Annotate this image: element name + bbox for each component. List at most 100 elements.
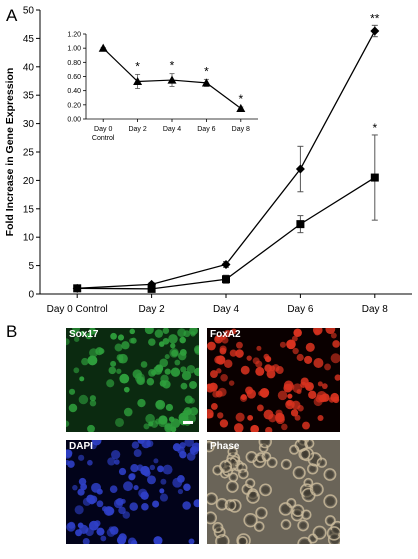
y-tick-label: 35 [23,91,35,102]
cell [266,457,278,468]
cell [207,511,218,525]
nucleus [279,341,286,348]
foxa2-label: FoxA2 [210,329,241,340]
cell [258,440,272,449]
cell-nucleus [229,483,236,491]
nucleus [186,413,197,424]
nucleus [265,426,273,432]
nucleus [304,381,314,391]
nucleus [189,397,195,404]
nucleus [144,328,154,335]
y-tick-label: 0 [28,290,34,301]
nucleus [235,412,245,422]
dapi-micrograph: DAPI [66,440,199,544]
cell-nucleus [327,517,334,524]
x-tick-label: Day 4 [213,304,240,315]
nucleus [108,366,117,375]
nucleus [88,328,97,335]
data-point-square [147,284,156,293]
cell [212,522,224,534]
cell-nucleus [261,486,270,494]
nucleus [183,483,191,491]
nucleus [159,358,169,368]
nucleus [120,498,126,504]
nucleus [89,495,98,504]
cell [323,494,338,509]
nucleus [223,329,232,338]
x-tick-label: Day 2 [139,304,166,315]
nucleus [66,420,70,427]
nucleus [170,343,176,349]
nucleus [330,353,340,364]
nucleus [157,465,164,473]
nucleus [294,414,301,421]
nucleus [162,328,170,334]
nucleus [321,393,330,402]
nucleus [219,347,227,355]
significance-marker: * [372,121,377,135]
nucleus [207,383,212,389]
y-tick-label: 40 [23,62,35,73]
cell [259,483,272,497]
inset-x-tick-label: Day 6 [197,126,215,133]
cell [289,444,300,455]
panel-b-letter: B [6,322,18,341]
cell-nucleus [312,485,321,494]
nucleus [292,347,299,355]
nucleus [332,340,340,348]
cell-nucleus [294,507,302,515]
nucleus [256,404,264,412]
cell-nucleus [300,522,307,529]
cell-nucleus [300,539,310,544]
nucleus [143,423,150,430]
nucleus [240,394,247,401]
scale-bar [183,421,193,424]
cell [236,533,251,544]
nucleus [121,341,130,350]
nucleus [81,357,89,366]
data-point-diamond [221,259,231,269]
cell-nucleus [240,471,246,477]
cell [227,446,238,457]
nucleus [154,329,164,338]
nucleus [87,355,98,366]
nucleus [210,403,218,410]
nucleus [312,328,323,335]
nucleus [291,400,301,410]
nucleus [308,390,317,400]
nucleus [95,347,104,356]
cell [253,521,265,532]
nucleus [174,359,181,366]
nucleus [122,511,131,519]
nucleus [127,537,137,544]
nucleus [177,328,187,338]
cell [237,536,248,544]
nucleus [321,383,328,390]
cell [316,457,328,468]
y-tick-label: 10 [23,233,35,244]
cell-nucleus [301,451,308,458]
inset-significance-marker: * [238,92,243,106]
cell-nucleus [326,497,335,506]
inset-x-tick-label: Day 0 Control [92,126,115,142]
cell-nucleus [256,523,262,530]
nucleus [189,445,199,455]
inset-y-tick-label: 0.40 [67,88,81,95]
cell-nucleus [207,443,213,450]
series-line-2 [77,177,376,290]
nucleus [159,493,169,502]
nucleus [131,441,140,449]
nucleus [111,450,121,460]
cell [292,466,306,480]
nucleus [68,388,76,395]
nucleus [153,458,159,464]
nucleus [325,328,336,335]
cell-nucleus [295,468,303,477]
nucleus [141,502,149,511]
nucleus [230,328,237,335]
nucleus [106,528,116,537]
inset-y-tick-label: 0.60 [67,74,81,81]
y-tick-label: 20 [23,176,35,187]
inset-x-tick-label: Day 4 [163,126,181,133]
nucleus [214,355,223,364]
